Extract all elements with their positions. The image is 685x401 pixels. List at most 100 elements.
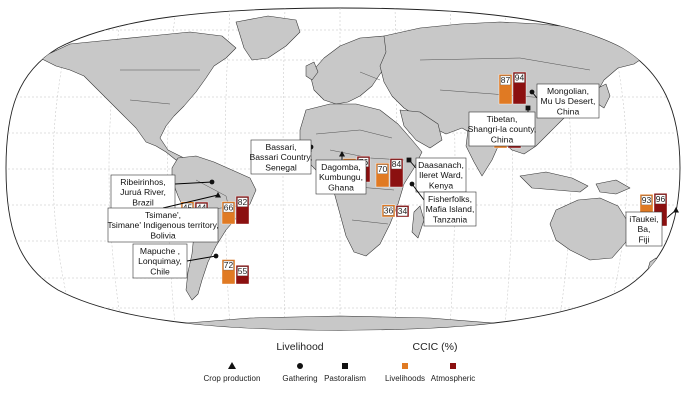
site-label-box	[107, 207, 219, 243]
legend-livelihoods-swatch	[402, 363, 408, 369]
bar-value-box	[223, 260, 234, 271]
site-label-line: Chile	[150, 266, 170, 276]
bar-value-box	[383, 206, 394, 216]
livelihoods-bar-value: 93	[642, 195, 652, 205]
site-label-box	[536, 83, 600, 119]
crop-production-marker-icon	[673, 207, 679, 213]
site-label-line: Mu Us Desert,	[541, 96, 596, 106]
site-label-line: Tsimane',	[145, 210, 181, 220]
site-daasanach: 70 84 Daasanach,Ileret Ward,Kenya	[375, 157, 467, 193]
leader-line	[174, 181, 213, 185]
site-label-line: Mapuche ,	[140, 246, 180, 256]
leader-line	[411, 183, 425, 201]
sites-layer: 4544Ribeirinhos,Juruá River,Brazil6682Ts…	[107, 71, 679, 285]
crop-production-marker-icon	[339, 151, 345, 157]
site-label-line: Brazil	[132, 197, 154, 207]
site-label-line: Kumbungu,	[319, 172, 363, 182]
land-new-guinea	[595, 179, 631, 195]
legend-square-icon	[342, 363, 348, 369]
site-mapuche: 72 55 Mapuche ,Lonquimay,Chile	[132, 243, 250, 285]
site-fisherfolks: 36 34 Fisherfolks,Mafia Island,Tanzania	[381, 181, 477, 227]
site-bassari: 6446Bassari,Bassari Country,Senegal	[250, 139, 314, 175]
site-label-line: Ileret Ward,	[419, 170, 463, 180]
legend-livelihoods-label: Livelihoods	[385, 374, 425, 383]
legend-triangle-icon	[228, 362, 236, 369]
bar-value-box	[514, 73, 525, 83]
site-tibetan: 5667Tibetan,Shangri-la county,China	[468, 105, 537, 149]
legend: Livelihood Crop production Gathering Pas…	[204, 341, 476, 383]
land-north-america	[39, 31, 237, 161]
legend-atmospheric-label: Atmospheric	[431, 374, 475, 383]
site-label-box	[423, 191, 477, 227]
land-indonesia	[519, 171, 589, 193]
legend-ccic-title: CCIC (%)	[413, 341, 458, 353]
site-label-line: Tsimane' Indigenous territory,	[107, 220, 218, 230]
site-label-line: China	[557, 106, 580, 116]
site-label-line: Senegal	[265, 162, 297, 172]
site-label-line: Dagomba,	[321, 162, 361, 172]
site-label-line: Lonquimay,	[138, 256, 182, 266]
bar-value-box	[237, 266, 248, 276]
site-label-line: Mafia Island,	[426, 204, 475, 214]
site-label-line: Shangri-la county,	[468, 124, 537, 134]
site-label-line: Daasanach,	[418, 160, 464, 170]
legend-pastoralism-label: Pastoralism	[324, 374, 366, 383]
site-label-line: Bassari Country,	[250, 152, 313, 162]
site-label-line: Tanzania	[433, 214, 468, 224]
land-madagascar	[411, 205, 425, 239]
atmospheric-bar-value: 94	[515, 73, 525, 83]
livelihoods-bar-value: 70	[378, 164, 388, 174]
gathering-marker-icon	[213, 253, 219, 259]
pastoralism-marker-icon	[525, 105, 531, 111]
legend-circle-icon	[297, 363, 303, 369]
site-label-box	[110, 174, 176, 210]
site-label-line: Bolivia	[150, 230, 176, 240]
bar-value-box	[397, 206, 408, 217]
bar-value-box	[223, 202, 234, 213]
site-label-line: Fiji	[639, 234, 650, 244]
gathering-marker-icon	[529, 89, 535, 95]
site-label-box	[625, 211, 663, 247]
site-label-line: China	[491, 134, 514, 144]
site-dagomba: 6976Dagomba,Kumbungu,Ghana	[315, 151, 371, 195]
site-label-line: Juruá River,	[120, 187, 166, 197]
site-label-box	[315, 159, 367, 195]
land-greenland	[235, 15, 301, 61]
bar-value-box	[500, 75, 511, 86]
leader-line	[186, 255, 217, 262]
legend-livelihood-title: Livelihood	[276, 341, 323, 353]
site-itaukei: 93 96 iTaukei,Ba,Fiji	[625, 193, 679, 247]
gathering-marker-icon	[409, 181, 415, 187]
atmospheric-bar-value: 55	[238, 266, 248, 276]
site-label-line: Mongolian,	[547, 86, 589, 96]
land-arabia	[399, 109, 443, 149]
atmospheric-bar-value: 82	[238, 197, 248, 207]
bar-value-box	[641, 195, 652, 206]
site-label-line: Ghana	[328, 182, 354, 192]
leader-line	[162, 194, 219, 209]
site-label-line: Ba,	[638, 224, 651, 234]
livelihoods-bar-value: 66	[224, 202, 234, 212]
site-label-line: Fisherfolks,	[428, 194, 472, 204]
bar-value-box	[377, 164, 388, 174]
site-label-box	[250, 139, 312, 175]
gathering-marker-icon	[209, 179, 215, 185]
atmospheric-bar-value: 84	[392, 159, 402, 169]
bar-value-box	[237, 197, 248, 207]
land-australia	[549, 197, 629, 261]
livelihoods-bar-value: 36	[384, 205, 394, 215]
site-label-box	[132, 243, 188, 279]
site-mongolian: 87 94 Mongolian,Mu Us Desert,China	[498, 71, 600, 119]
legend-atmospheric-swatch	[450, 363, 456, 369]
land-europe	[309, 35, 397, 105]
site-label-line: Kenya	[429, 180, 454, 190]
atmospheric-bar-value: 34	[398, 206, 408, 216]
legend-crop-production-label: Crop production	[204, 374, 261, 383]
site-tsimane: 66 82 Tsimane',Tsimane' Indigenous territo…	[107, 192, 250, 243]
crop-production-marker-icon	[215, 192, 221, 198]
site-label-line: Bassari,	[265, 142, 296, 152]
atmospheric-bar-value: 96	[656, 194, 666, 204]
site-label-box	[468, 111, 536, 147]
site-label-line: iTaukei,	[629, 214, 658, 224]
